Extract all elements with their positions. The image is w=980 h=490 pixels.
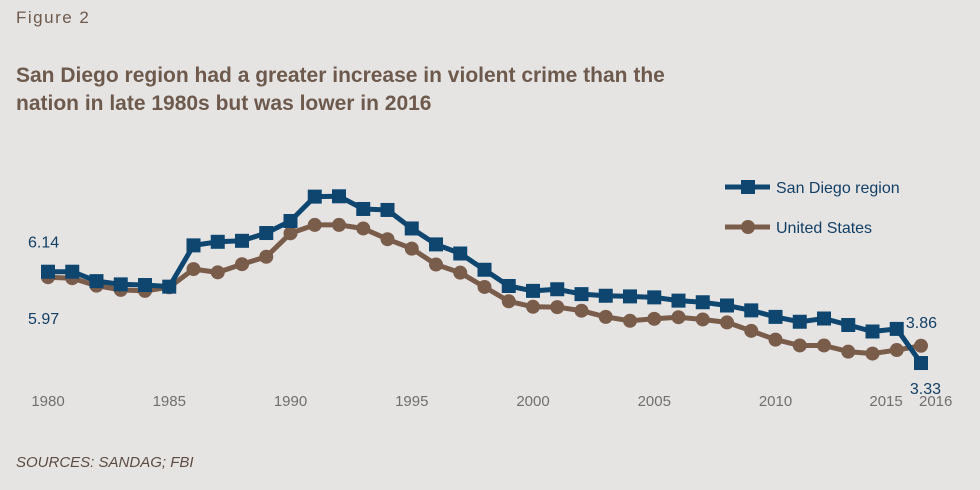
figure-label: Figure 2 bbox=[16, 8, 91, 27]
data-point-san-diego-region-2000 bbox=[526, 283, 540, 298]
data-point-united-states-2014 bbox=[865, 346, 880, 361]
series-san-diego-region bbox=[41, 189, 928, 371]
x-tick-2015: 2015 bbox=[869, 393, 902, 410]
data-point-united-states-1997 bbox=[453, 265, 468, 280]
x-tick-2016: 2016 bbox=[919, 393, 952, 410]
data-point-san-diego-region-2004 bbox=[623, 289, 637, 304]
labels-layer: 6.14 5.97 3.86 3.33 bbox=[28, 235, 941, 398]
start-label-united-states: 5.97 bbox=[28, 311, 59, 328]
data-point-san-diego-region-2001 bbox=[550, 282, 565, 297]
data-point-united-states-1987 bbox=[210, 265, 225, 280]
x-axis-ticks: 1980 1985 1990 1995 2000 2005 2010 2015 2016 bbox=[31, 393, 952, 410]
legend: San Diego region United States bbox=[725, 180, 900, 237]
legend-label-united-states: United States bbox=[776, 220, 872, 237]
legend-marker-san-diego-region bbox=[741, 180, 755, 194]
data-point-united-states-2008 bbox=[720, 315, 734, 330]
data-point-san-diego-region-1992 bbox=[332, 189, 346, 204]
x-tick-1980: 1980 bbox=[31, 393, 64, 410]
data-point-san-diego-region-1998 bbox=[477, 262, 492, 277]
data-point-san-diego-region-1991 bbox=[307, 189, 322, 204]
data-point-united-states-2000 bbox=[526, 299, 540, 314]
x-tick-2010: 2010 bbox=[759, 393, 792, 410]
data-point-united-states-1990 bbox=[283, 226, 298, 241]
data-point-united-states-1999 bbox=[501, 294, 516, 309]
data-point-san-diego-region-2008 bbox=[720, 298, 734, 313]
data-point-san-diego-region-1983 bbox=[113, 277, 128, 292]
x-tick-2000: 2000 bbox=[516, 393, 549, 410]
data-point-united-states-2010 bbox=[768, 332, 783, 347]
x-tick-2005: 2005 bbox=[638, 393, 671, 410]
data-point-san-diego-region-1985 bbox=[162, 279, 177, 294]
data-point-san-diego-region-1999 bbox=[501, 279, 516, 293]
data-point-united-states-2012 bbox=[817, 338, 831, 353]
data-point-san-diego-region-2016 bbox=[914, 356, 928, 371]
data-point-san-diego-region-2012 bbox=[817, 311, 831, 326]
legend-label-san-diego-region: San Diego region bbox=[776, 180, 900, 197]
start-label-san-diego: 6.14 bbox=[28, 235, 59, 252]
data-point-united-states-2006 bbox=[671, 310, 686, 325]
data-point-united-states-1989 bbox=[259, 249, 274, 264]
x-tick-1985: 1985 bbox=[153, 393, 186, 410]
legend-item-san-diego-region: San Diego region bbox=[725, 180, 900, 197]
data-point-united-states-2013 bbox=[841, 344, 856, 359]
chart-title: San Diego region had a greater increase … bbox=[16, 64, 665, 115]
end-label-san-diego: 3.33 bbox=[910, 381, 941, 398]
data-point-san-diego-region-2011 bbox=[792, 314, 807, 329]
data-point-san-diego-region-2002 bbox=[574, 287, 589, 302]
data-point-united-states-1988 bbox=[235, 257, 249, 272]
data-point-united-states-1995 bbox=[404, 241, 419, 256]
x-tick-1995: 1995 bbox=[395, 393, 428, 410]
data-point-united-states-2015 bbox=[889, 343, 904, 358]
data-point-san-diego-region-1989 bbox=[259, 226, 274, 241]
legend-item-united-states: United States bbox=[725, 220, 872, 237]
data-point-san-diego-region-1986 bbox=[186, 238, 201, 253]
data-point-united-states-1993 bbox=[356, 221, 371, 236]
data-point-san-diego-region-2005 bbox=[647, 290, 662, 305]
source-note: SOURCES: SANDAG; FBI bbox=[16, 454, 194, 471]
data-point-united-states-2016 bbox=[914, 338, 928, 353]
data-point-san-diego-region-1988 bbox=[235, 233, 249, 248]
data-point-san-diego-region-2013 bbox=[841, 318, 856, 332]
data-point-san-diego-region-2003 bbox=[598, 288, 613, 303]
x-tick-1990: 1990 bbox=[274, 393, 307, 410]
data-point-san-diego-region-1996 bbox=[429, 237, 443, 252]
data-point-united-states-1991 bbox=[307, 217, 322, 232]
data-point-united-states-1992 bbox=[332, 217, 346, 232]
data-point-san-diego-region-1980 bbox=[41, 264, 55, 279]
data-point-united-states-1996 bbox=[429, 257, 443, 272]
series-layer bbox=[41, 189, 928, 371]
data-point-san-diego-region-2007 bbox=[695, 295, 710, 310]
data-point-san-diego-region-1994 bbox=[380, 202, 395, 217]
data-point-san-diego-region-2014 bbox=[865, 324, 880, 339]
data-point-san-diego-region-1990 bbox=[283, 214, 298, 228]
data-point-united-states-2004 bbox=[623, 313, 637, 328]
data-point-united-states-2002 bbox=[574, 303, 589, 318]
data-point-united-states-2005 bbox=[647, 311, 662, 326]
data-point-san-diego-region-1987 bbox=[210, 234, 225, 249]
data-point-united-states-2003 bbox=[598, 309, 613, 324]
data-point-united-states-2009 bbox=[744, 323, 759, 338]
data-point-san-diego-region-1993 bbox=[356, 201, 371, 216]
data-point-san-diego-region-1995 bbox=[404, 221, 419, 236]
data-point-united-states-2007 bbox=[695, 312, 710, 327]
data-point-united-states-1998 bbox=[477, 279, 492, 294]
data-point-san-diego-region-1981 bbox=[65, 264, 80, 279]
data-point-san-diego-region-1982 bbox=[89, 274, 104, 289]
data-point-san-diego-region-2015 bbox=[889, 321, 904, 336]
data-point-san-diego-region-1997 bbox=[453, 246, 468, 261]
data-point-san-diego-region-1984 bbox=[138, 278, 152, 293]
data-point-san-diego-region-2006 bbox=[671, 293, 686, 308]
data-point-san-diego-region-2010 bbox=[768, 309, 783, 324]
data-point-united-states-2001 bbox=[550, 300, 565, 315]
data-point-united-states-2011 bbox=[792, 338, 807, 353]
data-point-united-states-1986 bbox=[186, 262, 201, 277]
data-point-united-states-1994 bbox=[380, 232, 395, 247]
data-point-san-diego-region-2009 bbox=[744, 303, 759, 318]
end-label-united-states: 3.86 bbox=[906, 315, 937, 332]
legend-marker-united-states bbox=[741, 220, 755, 234]
